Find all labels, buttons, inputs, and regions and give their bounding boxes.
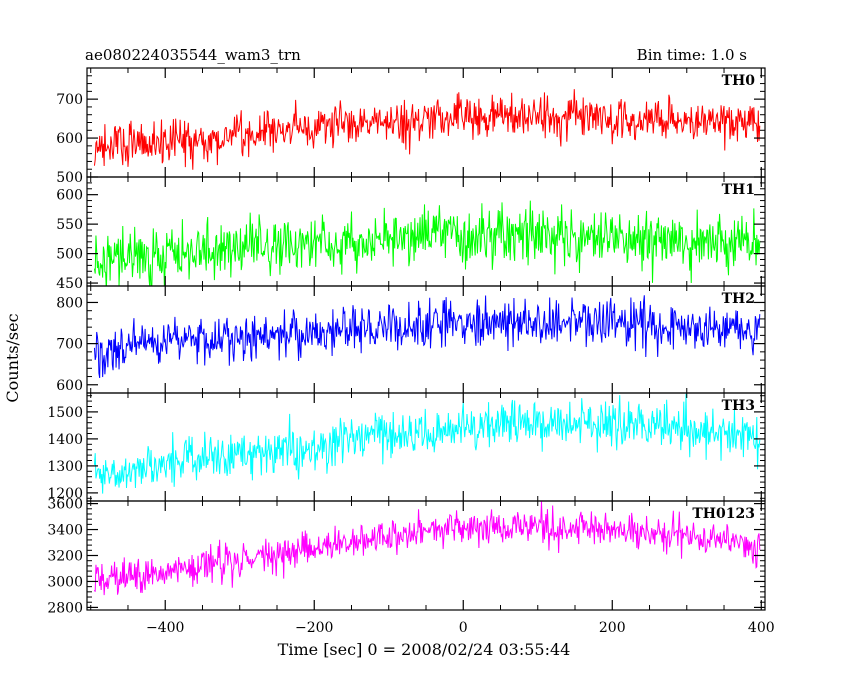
y-tick-label: 2800 [47, 600, 83, 616]
series-line-th3 [93, 393, 761, 494]
y-axis-title: Counts/sec [3, 313, 22, 402]
series-line-th0 [93, 89, 761, 170]
y-tick-label: 3000 [47, 574, 83, 590]
y-tick-label: 550 [56, 217, 83, 233]
panel-frame-th0123 [86, 500, 766, 611]
panel-label-th0: TH0 [722, 73, 756, 89]
panel-th2: 600 700 800 TH2 [56, 285, 766, 394]
y-tick-label: 700 [56, 337, 83, 353]
panel-label-th1: TH1 [722, 182, 755, 198]
panel-label-th2: TH2 [722, 291, 755, 307]
y-tick-label: 3400 [47, 523, 83, 539]
series-line-th1 [93, 200, 761, 286]
chart-title: ae080224035544_wam3_trn [85, 46, 301, 64]
bin-time-label: Bin time: 1.0 s [637, 46, 747, 64]
y-tick-label: 1400 [47, 432, 83, 448]
panel-th3: 1200 1300 1400 1500 TH3 [47, 392, 766, 502]
y-tick-label: 600 [56, 188, 83, 204]
x-tick-label: 200 [599, 620, 626, 636]
y-tick-label: 3600 [47, 497, 83, 513]
x-tick-label: −400 [146, 620, 184, 636]
y-tick-label: 700 [56, 92, 83, 108]
panel-th0: 500 600 700 TH0 [56, 67, 766, 186]
x-tick-label: −200 [295, 620, 333, 636]
panels-group: 500 600 700 TH0 450 500 550 600 TH1 600 700 800 TH2 1… [47, 67, 775, 636]
x-tick-label: 0 [459, 620, 468, 636]
x-tick-label: 400 [748, 620, 775, 636]
y-tick-label: 1500 [47, 405, 83, 421]
x-axis-title: Time [sec] 0 = 2008/02/24 03:55:44 [278, 640, 571, 659]
series-line-th2 [93, 295, 761, 379]
y-tick-label: 1300 [47, 459, 83, 475]
y-tick-label: 3200 [47, 549, 83, 565]
panel-label-th3: TH3 [722, 398, 755, 414]
panel-frame-th2 [86, 285, 766, 394]
y-tick-label: 600 [56, 131, 83, 147]
y-tick-label: 600 [56, 378, 83, 394]
panel-th1: 450 500 550 600 TH1 [56, 176, 766, 292]
y-tick-label: 500 [56, 247, 83, 263]
panel-label-th0123: TH0123 [692, 506, 755, 522]
y-tick-label: 800 [56, 295, 83, 311]
y-tick-label: 500 [56, 170, 83, 186]
panel-th0123: 2800 3000 3200 3400 3600 TH0123 [47, 497, 766, 616]
y-tick-label: 450 [56, 276, 83, 292]
y-tick-label: 1200 [47, 486, 83, 502]
series-line-th0123 [93, 501, 761, 596]
